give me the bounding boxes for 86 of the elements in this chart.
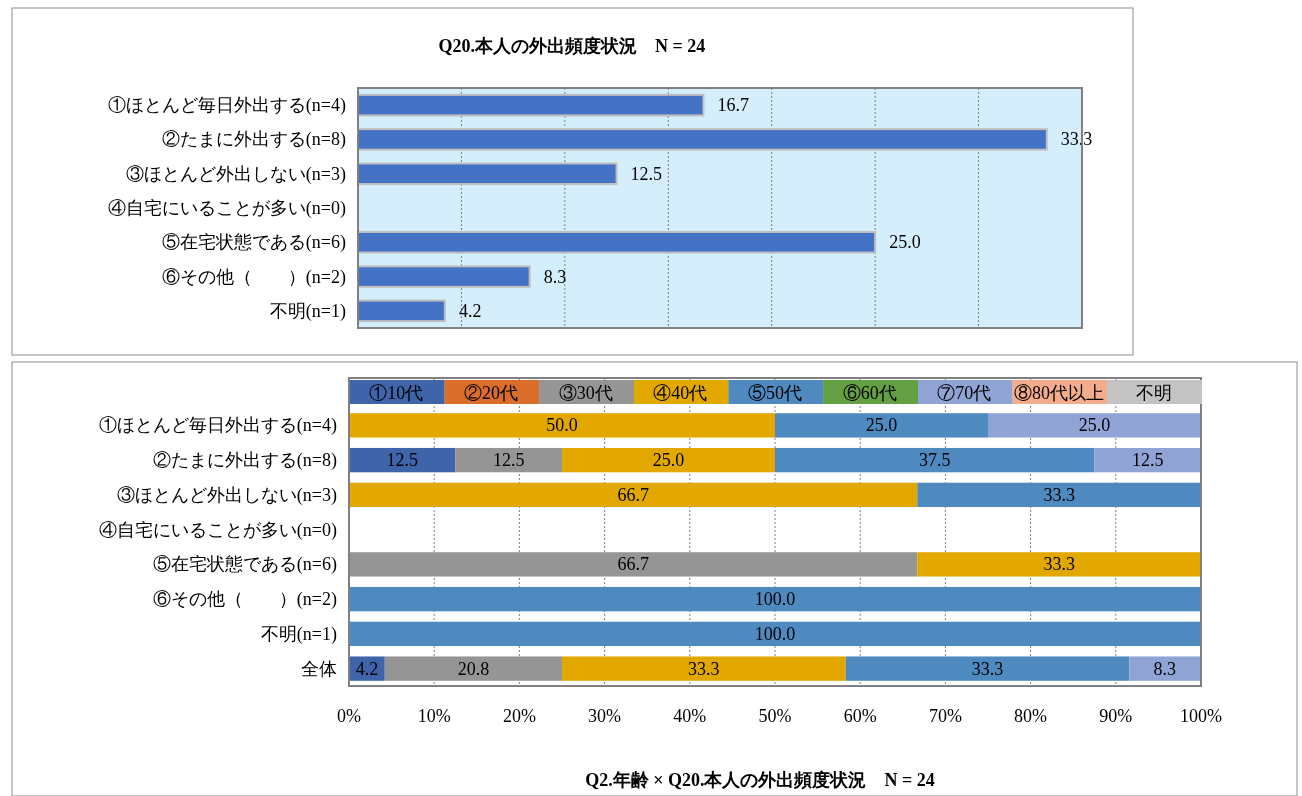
- data-label: 33.3: [1043, 554, 1075, 575]
- y-tick-label: ③ほとんど外出しない(n=3): [125, 163, 346, 185]
- data-label: 37.5: [919, 450, 951, 471]
- x-tick-label: 50%: [758, 706, 792, 726]
- bar: [349, 552, 918, 577]
- y-tick-label: ⑥その他（ ）(n=2): [161, 266, 346, 288]
- bar: [357, 299, 446, 323]
- bar: [1129, 656, 1201, 681]
- bar: [562, 447, 775, 473]
- text: Q2.年齢 × Q20.本人の外出頻度状況 N = 24: [585, 770, 935, 790]
- data-label: 33.3: [1060, 129, 1093, 150]
- legend-label: ⑥60代: [842, 383, 897, 403]
- data-label: 12.5: [1132, 450, 1164, 471]
- bar: [1094, 447, 1201, 473]
- x-tick-label: 30%: [588, 706, 622, 726]
- data-label: 20.8: [457, 658, 490, 679]
- legend-label: ③30代: [558, 383, 613, 403]
- text: ①10代: [369, 383, 424, 403]
- y-tick-label: 不明(n=1): [260, 623, 337, 645]
- y-tick-label: 不明(n=1): [269, 300, 346, 322]
- bar: [384, 656, 562, 681]
- bar: [988, 413, 1201, 438]
- legend-label: ⑤50代: [748, 383, 802, 403]
- data-label: 100.0: [754, 589, 796, 610]
- legend-label: ②20代: [464, 383, 518, 403]
- x-tick-label: 0%: [337, 706, 361, 726]
- bar: [775, 413, 988, 438]
- bar: [349, 482, 918, 508]
- y-tick-label: ①ほとんど毎日外出する(n=4): [107, 95, 346, 117]
- x-tick-label: 10%: [417, 706, 451, 726]
- legend-label: 不明: [1135, 383, 1172, 403]
- y-tick-label: ⑤在宅状態である(n=6): [161, 232, 346, 254]
- y-tick-label: ②たまに外出する(n=8): [152, 450, 337, 472]
- data-label: 8.3: [543, 266, 567, 287]
- bar: [357, 128, 1048, 151]
- data-label: 8.3: [1153, 658, 1177, 679]
- bar: [349, 621, 1201, 647]
- data-label: 16.7: [717, 95, 749, 116]
- x-tick-label: 70%: [928, 706, 962, 726]
- bar: [349, 447, 456, 473]
- legend-label: ⑧80代以上: [1014, 383, 1104, 403]
- bar: [349, 586, 1201, 612]
- bar: [357, 265, 531, 288]
- bar: [775, 447, 1095, 473]
- chart-title: Q20.本人の外出頻度状況 N = 24: [438, 36, 706, 56]
- data-label: 4.2: [355, 658, 379, 679]
- y-tick-label: ①ほとんど毎日外出する(n=4): [98, 415, 337, 437]
- x-tick-label: 100%: [1180, 706, 1222, 726]
- bar: [917, 552, 1201, 577]
- x-tick-label: 40%: [673, 706, 707, 726]
- series-label: ⑦70代: [937, 383, 992, 403]
- y-tick-label: ②たまに外出する(n=8): [161, 129, 346, 151]
- bar: [917, 482, 1201, 508]
- data-label: 33.3: [971, 658, 1004, 679]
- x-tick-label: 60%: [843, 706, 877, 726]
- x-tick-label: 80%: [1014, 706, 1048, 726]
- bar: [349, 413, 775, 438]
- data-label: 12.5: [630, 163, 663, 184]
- data-label: 33.3: [1043, 484, 1075, 505]
- x-tick-label: 90%: [1099, 706, 1133, 726]
- data-label: 66.7: [617, 554, 649, 575]
- y-tick-label: ④自宅にいることが多い(n=0): [98, 519, 337, 541]
- data-label: 12.5: [386, 450, 418, 471]
- data-label: 25.0: [652, 450, 685, 471]
- data-label: 33.3: [688, 658, 720, 679]
- y-tick-label: ⑥その他（ ）(n=2): [152, 589, 337, 611]
- y-tick-label: ⑤在宅状態である(n=6): [152, 554, 337, 576]
- bar: [845, 656, 1130, 681]
- bar: [562, 656, 846, 681]
- data-label: 12.5: [493, 450, 525, 471]
- bar: [357, 162, 618, 185]
- data-label: 25.0: [865, 415, 898, 436]
- data-label: 25.0: [889, 232, 921, 253]
- data-label: 25.0: [1078, 415, 1111, 436]
- data-label: 50.0: [546, 415, 578, 436]
- data-label: 100.0: [754, 623, 796, 644]
- y-tick-label: 全体: [301, 658, 337, 679]
- data-label: 4.2: [458, 300, 482, 321]
- bar: [357, 93, 705, 117]
- bar: [357, 231, 877, 254]
- data-label: 66.7: [617, 484, 649, 505]
- y-tick-label: ④自宅にいることが多い(n=0): [107, 198, 346, 219]
- x-tick-label: 20%: [502, 706, 536, 726]
- bar: [455, 447, 562, 473]
- y-tick-label: ③ほとんど外出しない(n=3): [116, 484, 337, 506]
- series-label: ④40代: [653, 383, 708, 403]
